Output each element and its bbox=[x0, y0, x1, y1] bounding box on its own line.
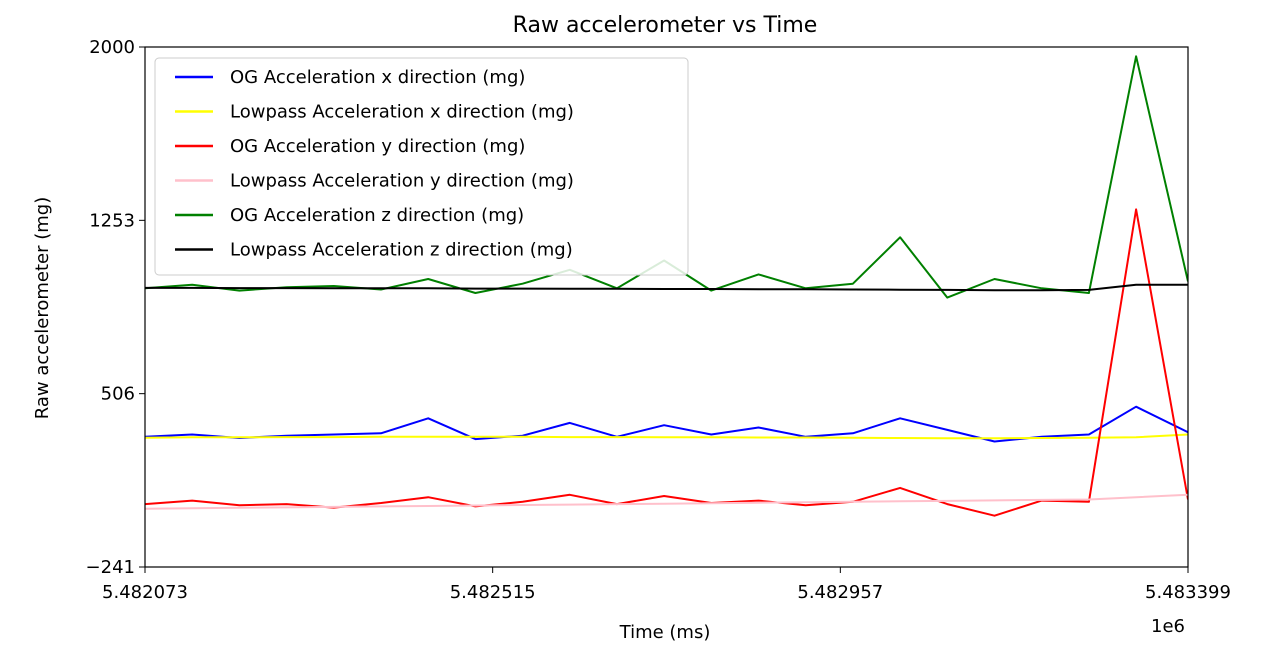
y-tick-label: −241 bbox=[86, 557, 135, 578]
x-tick-label: 5.482957 bbox=[797, 582, 883, 603]
legend-entry-label: Lowpass Acceleration x direction (mg) bbox=[230, 102, 574, 123]
x-tick-label: 5.482073 bbox=[102, 582, 188, 603]
plot-frame bbox=[144, 46, 1189, 568]
x-axis-label: Time (ms) bbox=[619, 622, 711, 643]
legend-entry-label: Lowpass Acceleration z direction (mg) bbox=[230, 240, 573, 261]
legend-entry-label: Lowpass Acceleration y direction (mg) bbox=[230, 171, 574, 192]
series-line-6 bbox=[145, 283, 1188, 292]
y-tick-label: 1253 bbox=[89, 210, 135, 231]
series-line-2 bbox=[145, 433, 1188, 440]
y-tick-label: 2000 bbox=[89, 37, 135, 58]
series-line-4 bbox=[145, 493, 1188, 510]
legend-entry-label: OG Acceleration x direction (mg) bbox=[230, 67, 525, 88]
legend-box bbox=[154, 57, 689, 276]
chart-title: Raw accelerometer vs Time bbox=[513, 13, 818, 38]
y-tick-label: 506 bbox=[101, 384, 135, 405]
legend: OG Acceleration x direction (mg) Lowpass … bbox=[154, 57, 689, 276]
legend-entry-label: OG Acceleration z direction (mg) bbox=[230, 205, 524, 226]
x-axis-offset-label: 1e6 bbox=[1151, 616, 1185, 637]
x-tick-label: 5.482515 bbox=[450, 582, 536, 603]
x-tick-label: 5.483399 bbox=[1145, 582, 1231, 603]
series-line-1 bbox=[145, 405, 1188, 443]
y-axis-label: Raw accelerometer (mg) bbox=[32, 197, 53, 419]
legend-entry-label: OG Acceleration y direction (mg) bbox=[230, 136, 525, 157]
plot-area: 5.482073 5.482515 5.482957 5.483399 −241 506 1… bbox=[86, 37, 1231, 603]
